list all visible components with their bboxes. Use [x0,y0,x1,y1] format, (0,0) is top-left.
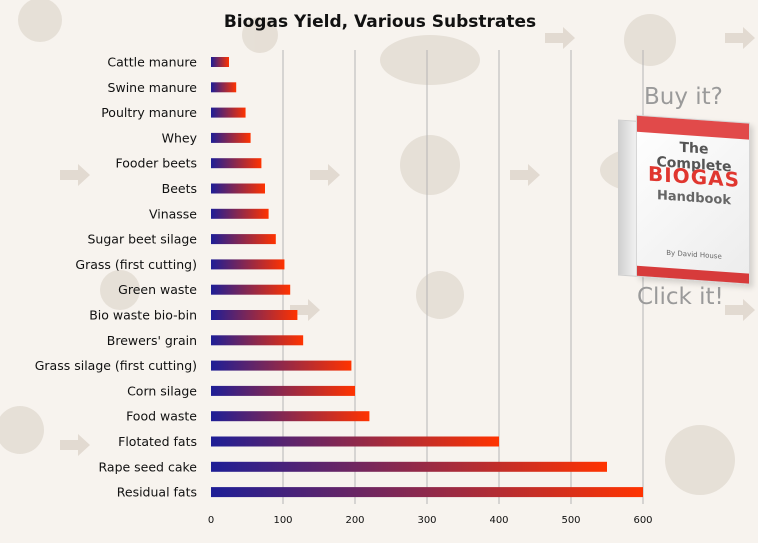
category-labels: Cattle manure Swine manure Poultry manure W… [35,55,198,500]
bar [211,360,352,371]
bar [211,183,265,194]
bar [211,208,269,219]
category-label: Residual fats [117,485,197,500]
x-tick-label: 600 [633,515,652,526]
bar [211,107,246,118]
x-tick-label: 400 [489,515,508,526]
x-tick-label: 500 [561,515,580,526]
bar [211,284,291,295]
bar [211,234,276,245]
category-label: Flotated fats [118,434,197,449]
category-label: Swine manure [108,80,198,95]
chart-title: Biogas Yield, Various Substrates [223,12,537,32]
category-label: Poultry manure [101,105,197,120]
category-label: Beets [162,181,197,196]
x-tick-label: 0 [208,515,214,526]
category-label: Corn silage [127,383,197,398]
click-it-text[interactable]: Click it! [637,284,724,310]
bar [211,158,262,169]
bar [211,57,229,67]
bar [211,82,237,93]
bar [211,132,251,143]
category-label: Green waste [118,282,197,297]
category-label: Bio waste bio-bin [89,308,197,323]
bar [211,487,643,498]
category-label: Sugar beet silage [88,232,198,247]
x-axis-ticks: 0 100 200 300 400 500 600 [208,515,653,526]
book-spine [618,119,638,277]
category-label: Cattle manure [107,55,197,70]
category-label: Vinasse [149,206,197,221]
grid-lines [282,50,644,504]
category-label: Grass silage (first cutting) [35,358,197,373]
x-tick-label: 300 [417,515,436,526]
book-cover-image[interactable]: The Complete BIOGAS Handbook By David Ho… [618,113,750,285]
bar [211,335,304,346]
bar [211,259,285,270]
bars [211,57,643,498]
x-tick-label: 100 [273,515,292,526]
bar [211,461,607,472]
category-label: Rape seed cake [99,459,198,474]
bar [211,310,298,320]
buy-it-text[interactable]: Buy it? [644,84,723,110]
category-label: Food waste [126,409,197,424]
bar [211,385,355,396]
category-label: Grass (first cutting) [75,257,197,272]
bar [211,411,370,422]
category-label: Whey [162,130,198,145]
x-tick-label: 200 [345,515,364,526]
category-label: Fooder beets [115,156,197,171]
category-label: Brewers' grain [107,333,197,348]
bar [211,436,499,447]
